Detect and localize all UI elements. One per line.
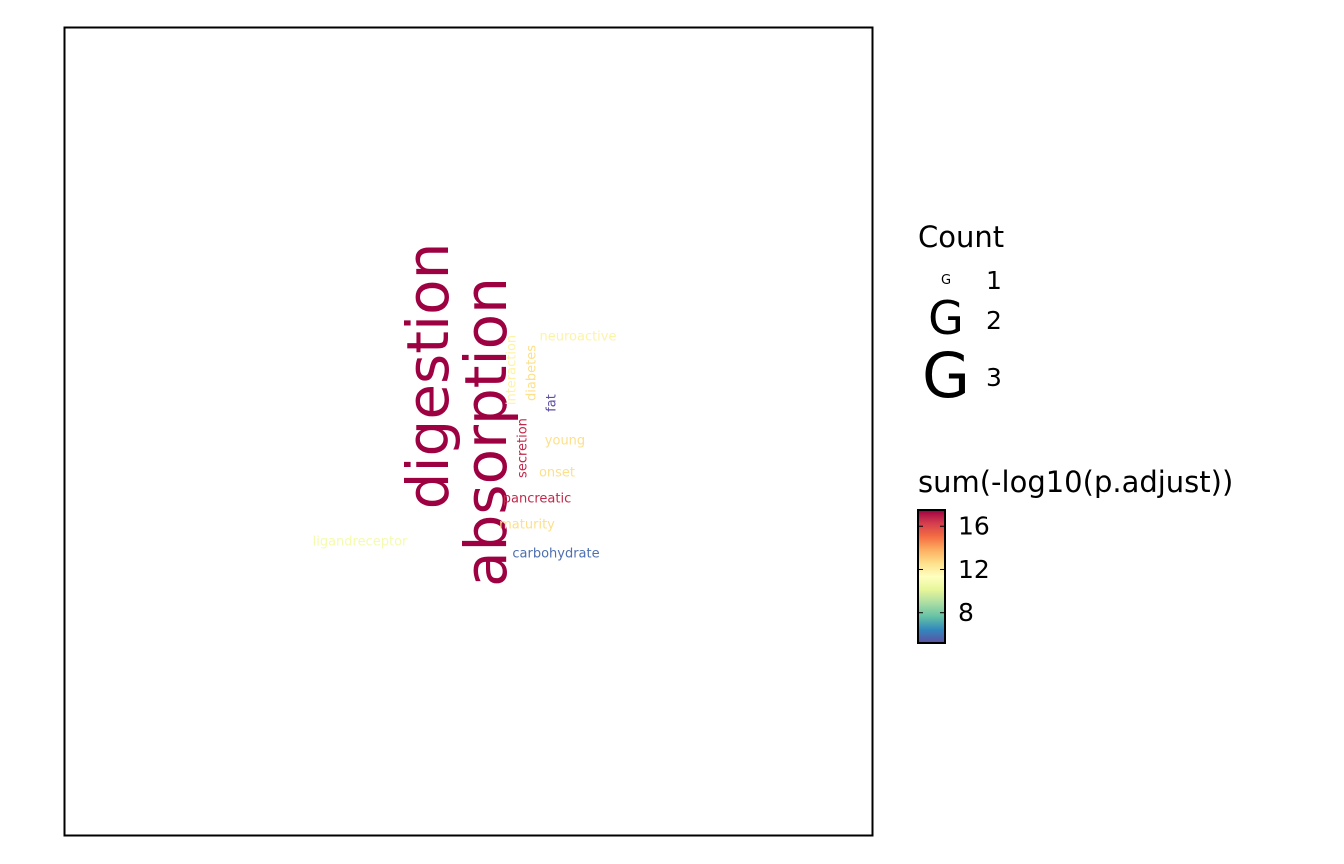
word-young: young	[545, 434, 585, 449]
colorbar-ticks	[918, 525, 945, 614]
colorbar-label-12: 12	[958, 555, 990, 584]
size-legend-title: Count	[918, 220, 1004, 254]
word-cloud: digestion absorption neuroactive interac…	[313, 243, 617, 587]
word-ligandreceptor: ligandreceptor	[313, 535, 408, 550]
word-fat: fat	[545, 394, 560, 412]
size-legend-label-2: 2	[986, 306, 1002, 335]
word-maturity: maturity	[499, 518, 555, 533]
word-digestion: digestion	[394, 243, 462, 510]
word-onset: onset	[539, 466, 575, 481]
size-legend: Count G 1 G 2 G 3	[918, 220, 1004, 412]
word-interaction: interaction	[505, 335, 520, 405]
colorbar-label-16: 16	[958, 512, 990, 541]
color-legend-title: sum(-log10(p.adjust))	[918, 465, 1233, 499]
size-legend-glyph-3: G	[922, 339, 970, 412]
size-legend-label-1: 1	[986, 266, 1002, 295]
colorbar-label-8: 8	[958, 598, 974, 627]
colorbar	[917, 509, 946, 644]
word-pancreatic: pancreatic	[503, 492, 572, 507]
word-secretion: secretion	[516, 418, 531, 478]
size-legend-glyph-2: G	[928, 291, 964, 345]
color-legend: sum(-log10(p.adjust)) 16 12 8	[917, 465, 1233, 644]
size-legend-glyph-1: G	[941, 273, 951, 288]
word-diabetes: diabetes	[525, 345, 540, 401]
word-absorption: absorption	[452, 277, 520, 587]
size-legend-label-3: 3	[986, 363, 1002, 392]
word-carbohydrate: carbohydrate	[512, 547, 599, 562]
plot-panel	[63, 26, 874, 837]
word-neuroactive: neuroactive	[539, 330, 616, 345]
